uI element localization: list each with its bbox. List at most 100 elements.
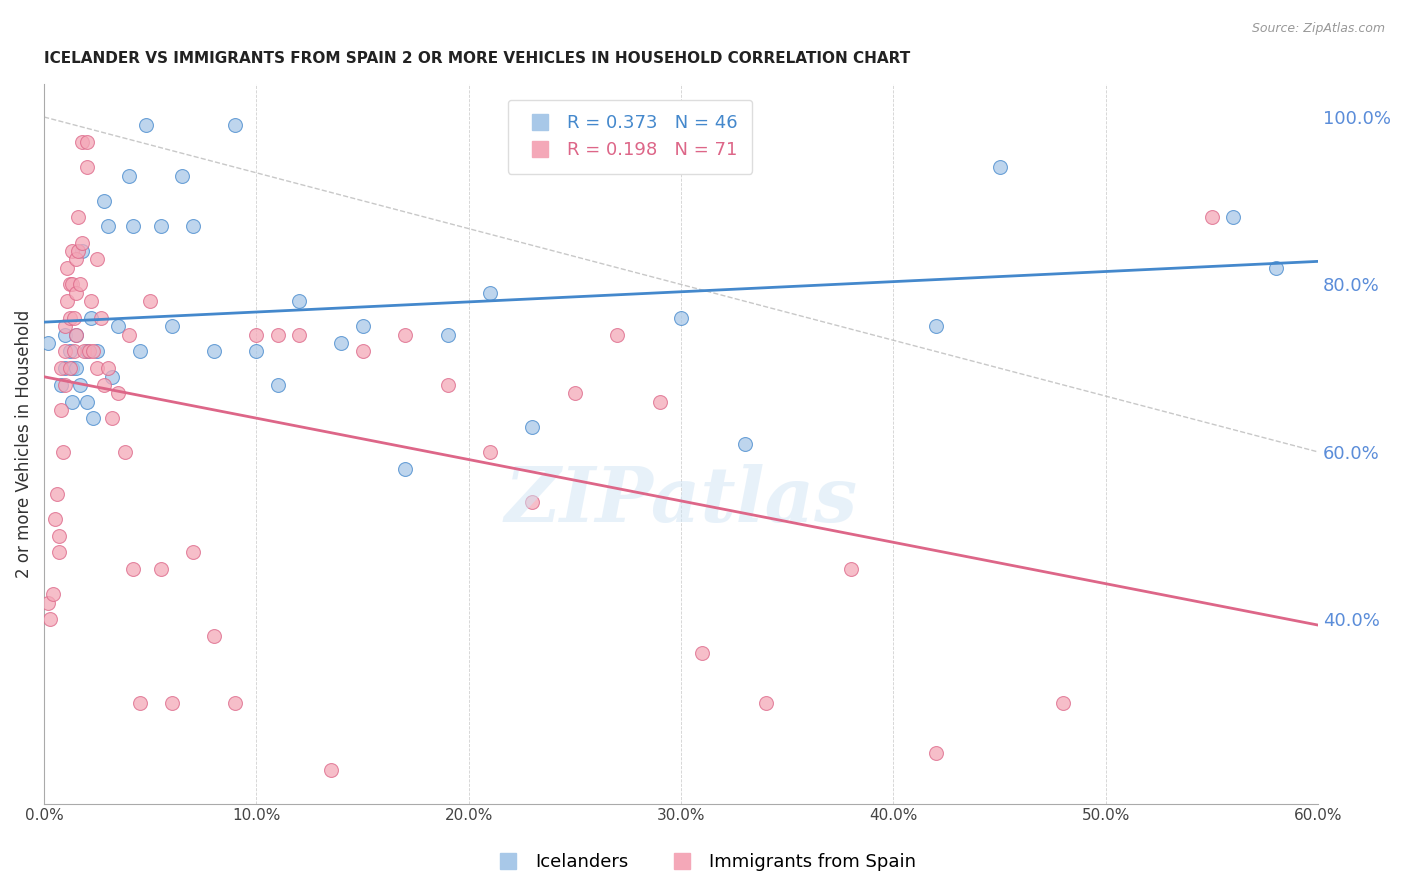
Point [49,361,72,376]
Point [69,378,91,392]
Point [181,219,204,233]
Point [160,319,183,334]
Point [93,194,115,208]
Point [139,294,162,309]
Point [44,512,66,526]
Point [76,344,98,359]
Point [45,487,67,501]
Point [925,319,948,334]
Point [319,763,342,777]
Point [63,310,86,325]
Point [224,119,246,133]
Point [37,336,59,351]
Point [118,327,141,342]
Point [53,361,76,376]
Point [352,344,374,359]
Point [65,327,87,342]
Point [734,436,756,450]
Point [669,310,692,325]
Point [128,344,150,359]
Point [52,445,75,459]
Point [925,747,948,761]
Point [72,135,94,149]
Point [352,319,374,334]
Point [107,319,129,334]
Point [479,285,502,300]
Point [69,277,91,292]
Point [77,344,100,359]
Text: ZIPatlas: ZIPatlas [505,464,858,538]
Point [90,310,112,325]
Point [41,587,63,601]
Point [436,327,458,342]
Point [988,160,1011,174]
Point [58,277,80,292]
Point [60,394,83,409]
Point [436,378,458,392]
Point [122,219,145,233]
Point [82,344,104,359]
Point [65,285,87,300]
Point [564,386,586,401]
Point [118,169,141,183]
Point [135,119,157,133]
Point [266,378,288,392]
Point [93,378,115,392]
Point [80,310,103,325]
Point [202,344,225,359]
Point [39,612,62,626]
Point [48,529,70,543]
Y-axis label: 2 or more Vehicles in Household: 2 or more Vehicles in Household [15,310,32,578]
Point [245,327,267,342]
Point [65,252,87,267]
Point [160,696,183,710]
Point [394,461,416,475]
Point [202,629,225,643]
Point [72,235,94,250]
Point [76,394,98,409]
Point [107,386,129,401]
Point [97,219,120,233]
Point [330,336,353,351]
Point [839,562,862,576]
Point [522,419,544,434]
Point [245,344,267,359]
Point [60,244,83,258]
Text: Source: ZipAtlas.com: Source: ZipAtlas.com [1251,22,1385,36]
Point [63,344,86,359]
Point [394,327,416,342]
Point [53,344,76,359]
Point [72,244,94,258]
Point [224,696,246,710]
Point [755,696,778,710]
Point [692,646,714,660]
Point [65,361,87,376]
Point [288,327,311,342]
Point [56,260,79,275]
Point [80,294,103,309]
Point [1222,211,1244,225]
Point [266,327,288,342]
Point [49,378,72,392]
Point [101,369,124,384]
Point [67,211,90,225]
Point [86,344,108,359]
Point [49,403,72,417]
Point [648,394,671,409]
Point [149,219,172,233]
Point [67,244,90,258]
Point [86,361,108,376]
Point [86,252,108,267]
Point [122,562,145,576]
Point [82,411,104,425]
Point [1264,260,1286,275]
Point [522,495,544,509]
Point [56,294,79,309]
Point [53,378,76,392]
Point [65,327,87,342]
Text: ICELANDER VS IMMIGRANTS FROM SPAIN 2 OR MORE VEHICLES IN HOUSEHOLD CORRELATION C: ICELANDER VS IMMIGRANTS FROM SPAIN 2 OR … [44,51,910,66]
Point [101,411,124,425]
Point [172,169,194,183]
Point [58,361,80,376]
Point [97,361,120,376]
